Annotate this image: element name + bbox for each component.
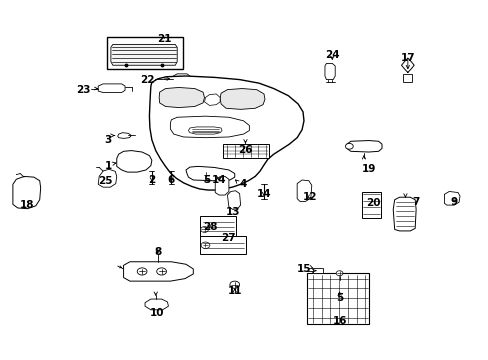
Polygon shape [149, 76, 304, 190]
Circle shape [200, 226, 208, 232]
Circle shape [229, 281, 239, 288]
Text: 14: 14 [211, 175, 225, 185]
Text: 8: 8 [154, 247, 161, 257]
Text: 9: 9 [449, 197, 457, 207]
Text: 28: 28 [203, 222, 217, 232]
Text: 25: 25 [98, 176, 113, 186]
Polygon shape [170, 116, 249, 138]
Text: 4: 4 [239, 179, 246, 189]
Text: 13: 13 [225, 207, 240, 217]
Polygon shape [220, 89, 264, 109]
Text: 15: 15 [297, 264, 311, 274]
Circle shape [137, 268, 147, 275]
Text: 2: 2 [148, 175, 155, 185]
Circle shape [201, 242, 209, 248]
Polygon shape [346, 140, 381, 152]
Text: 1: 1 [104, 161, 112, 171]
Text: 19: 19 [362, 164, 376, 174]
Polygon shape [204, 94, 220, 105]
Text: 3: 3 [104, 135, 112, 145]
Text: 5: 5 [203, 175, 210, 185]
Polygon shape [173, 74, 189, 82]
Polygon shape [111, 44, 177, 65]
Text: 26: 26 [238, 145, 252, 155]
Text: 24: 24 [325, 50, 339, 60]
Polygon shape [123, 262, 193, 281]
Polygon shape [325, 63, 334, 80]
Polygon shape [117, 150, 152, 172]
Text: 6: 6 [167, 175, 175, 185]
Polygon shape [145, 299, 168, 310]
Text: 20: 20 [365, 198, 380, 208]
Polygon shape [392, 197, 415, 231]
Text: 21: 21 [157, 35, 171, 44]
Polygon shape [98, 84, 125, 93]
Polygon shape [227, 191, 240, 210]
Text: 16: 16 [332, 316, 346, 325]
Text: 7: 7 [411, 197, 419, 207]
Polygon shape [444, 192, 459, 205]
Polygon shape [159, 87, 204, 108]
Polygon shape [185, 166, 234, 181]
Text: 22: 22 [140, 75, 155, 85]
Polygon shape [13, 176, 41, 209]
Polygon shape [118, 133, 131, 138]
Polygon shape [215, 176, 228, 195]
Bar [199, 236, 245, 253]
Polygon shape [98, 169, 117, 187]
Bar [199, 216, 236, 235]
Text: 17: 17 [400, 53, 414, 63]
Text: 5: 5 [335, 293, 343, 303]
Text: 10: 10 [149, 309, 163, 318]
Circle shape [345, 143, 352, 149]
Polygon shape [189, 77, 205, 82]
Bar [312, 268, 322, 273]
Text: 23: 23 [76, 85, 91, 95]
Bar [361, 192, 380, 218]
Text: 27: 27 [221, 233, 236, 243]
Circle shape [202, 172, 210, 177]
Circle shape [157, 268, 166, 275]
Text: 11: 11 [227, 286, 242, 296]
Polygon shape [188, 127, 222, 134]
Polygon shape [297, 180, 311, 202]
Bar [223, 144, 269, 158]
Circle shape [335, 271, 342, 276]
Bar [403, 74, 411, 82]
Text: 12: 12 [303, 192, 317, 202]
Bar [107, 37, 182, 69]
Bar [306, 273, 368, 324]
Text: 14: 14 [256, 189, 271, 199]
Text: 18: 18 [20, 200, 35, 210]
